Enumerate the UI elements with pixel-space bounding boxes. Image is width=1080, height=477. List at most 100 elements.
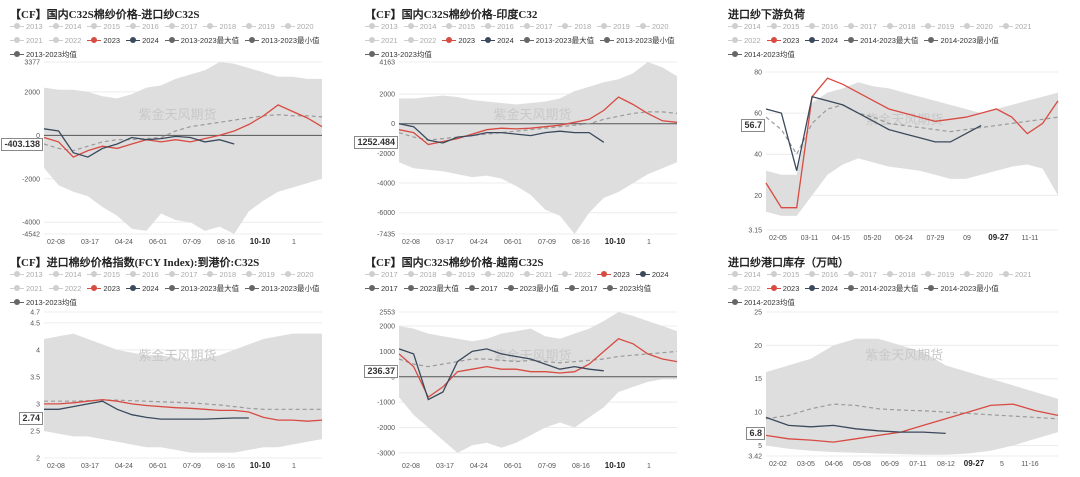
legend-item[interactable]: 2017 xyxy=(365,268,398,282)
legend-marker-icon xyxy=(245,284,260,292)
legend-item[interactable]: 2014-2023均值 xyxy=(728,48,795,62)
legend-item[interactable]: 2020 xyxy=(280,268,314,282)
legend-item[interactable]: 2018 xyxy=(882,20,915,34)
legend-item[interactable]: 2019 xyxy=(921,20,954,34)
legend-item[interactable]: 2020 xyxy=(960,268,993,282)
legend-item[interactable]: 2016 xyxy=(805,268,838,282)
y-tick-label: -2000 xyxy=(22,176,40,183)
legend-item[interactable]: 2013 xyxy=(10,20,43,34)
legend-item[interactable]: 2013-2023最大值 xyxy=(519,34,594,48)
legend-label: 2019 xyxy=(258,22,275,31)
legend-item[interactable]: 2023 xyxy=(597,268,630,282)
legend-item[interactable]: 2013 xyxy=(10,268,43,282)
legend-item[interactable]: 2023 xyxy=(766,282,799,296)
legend-label: 2020 xyxy=(497,270,514,279)
legend-item[interactable]: 2020 xyxy=(481,268,514,282)
legend-item[interactable]: 2017 xyxy=(164,20,197,34)
legend-item[interactable]: 2023最小值 xyxy=(503,282,559,296)
legend-item[interactable]: 2014 xyxy=(728,20,761,34)
legend-item[interactable]: 2022 xyxy=(403,34,436,48)
legend-item[interactable]: 2024 xyxy=(805,34,838,48)
legend-item[interactable]: 2013-2023最小值 xyxy=(245,34,320,48)
legend-item[interactable]: 2017 xyxy=(164,268,197,282)
legend-item[interactable]: 2018 xyxy=(558,20,591,34)
legend-item[interactable]: 2014 xyxy=(728,268,761,282)
legend-label: 2020 xyxy=(296,270,314,279)
legend-item[interactable]: 2017 xyxy=(464,282,498,296)
legend-item[interactable]: 2014 xyxy=(48,268,82,282)
legend-item[interactable]: 2014 xyxy=(403,20,436,34)
legend-item[interactable]: 2013-2023最大值 xyxy=(164,282,239,296)
legend-item[interactable]: 2021 xyxy=(998,20,1032,34)
legend-item[interactable]: 2022 xyxy=(728,282,761,296)
legend-item[interactable]: 2023 xyxy=(442,34,475,48)
legend-item[interactable]: 2015 xyxy=(766,268,799,282)
legend-item[interactable]: 2019 xyxy=(242,268,275,282)
legend-item[interactable]: 2017 xyxy=(844,268,877,282)
legend-item[interactable]: 2024 xyxy=(481,34,514,48)
legend-item[interactable]: 2016 xyxy=(805,20,838,34)
legend-item[interactable]: 2017 xyxy=(365,282,398,296)
legend-item[interactable]: 2016 xyxy=(126,268,159,282)
legend-item[interactable]: 2021 xyxy=(998,268,1032,282)
legend-item[interactable]: 2022 xyxy=(48,282,81,296)
legend-item[interactable]: 2024 xyxy=(126,282,159,296)
legend-item[interactable]: 2021 xyxy=(519,268,552,282)
legend-item[interactable]: 2018 xyxy=(203,268,236,282)
legend-label: 2017 xyxy=(860,22,877,31)
legend-item[interactable]: 2016 xyxy=(126,20,159,34)
legend-item[interactable]: 2024 xyxy=(805,282,838,296)
legend-item[interactable]: 2013-2023最小值 xyxy=(600,34,675,48)
legend-item[interactable]: 2016 xyxy=(481,20,514,34)
legend-item[interactable]: 2023 xyxy=(87,34,120,48)
legend-item[interactable]: 2023 xyxy=(87,282,120,296)
legend-item[interactable]: 2024 xyxy=(635,268,669,282)
legend-item[interactable]: 2015 xyxy=(442,20,475,34)
legend-item[interactable]: 2023 xyxy=(766,34,799,48)
legend-item[interactable]: 2022 xyxy=(728,34,761,48)
legend-item[interactable]: 2013-2023最大值 xyxy=(164,34,239,48)
legend-item[interactable]: 2015 xyxy=(87,268,120,282)
legend-item[interactable]: 2013-2023均值 xyxy=(10,48,77,62)
legend-marker-icon xyxy=(728,298,742,306)
legend-item[interactable]: 2018 xyxy=(403,268,436,282)
legend-item[interactable]: 2019 xyxy=(242,20,275,34)
legend-item[interactable]: 2014-2023最大值 xyxy=(844,34,918,48)
legend-item[interactable]: 2022 xyxy=(48,34,81,48)
legend-label: 2014 xyxy=(64,270,82,279)
legend-item[interactable]: 2019 xyxy=(921,268,954,282)
legend-item[interactable]: 2018 xyxy=(203,20,236,34)
legend-item[interactable]: 2021 xyxy=(10,282,43,296)
legend-item[interactable]: 2015 xyxy=(87,20,120,34)
legend-item[interactable]: 2017 xyxy=(844,20,877,34)
legend-item[interactable]: 2014-2023最小值 xyxy=(924,282,999,296)
legend-item[interactable]: 2018 xyxy=(882,268,915,282)
legend-item[interactable]: 2019 xyxy=(442,268,475,282)
legend-item[interactable]: 2017 xyxy=(519,20,552,34)
legend-item[interactable]: 2014-2023均值 xyxy=(728,296,795,310)
y-tick-label: 3.5 xyxy=(30,374,40,381)
legend-item[interactable]: 2019 xyxy=(597,20,630,34)
legend-item[interactable]: 2017 xyxy=(564,282,598,296)
legend-item[interactable]: 2023均值 xyxy=(603,282,651,296)
legend-item[interactable]: 2020 xyxy=(960,20,993,34)
legend-label: 2017 xyxy=(580,284,598,293)
legend-item[interactable]: 2013-2023最小值 xyxy=(245,282,320,296)
legend-item[interactable]: 2013-2023均值 xyxy=(10,296,77,310)
legend-item[interactable]: 2014 xyxy=(48,20,81,34)
x-tick-label: 07-09 xyxy=(538,463,556,470)
y-tick-label: 2000 xyxy=(24,89,40,96)
legend-item[interactable]: 2014-2023最大值 xyxy=(844,282,918,296)
legend-marker-icon xyxy=(481,270,496,278)
legend-item[interactable]: 2021 xyxy=(365,34,398,48)
legend-item[interactable]: 2022 xyxy=(558,268,591,282)
legend-item[interactable]: 2020 xyxy=(635,20,669,34)
legend-item[interactable]: 2024 xyxy=(126,34,159,48)
legend-item[interactable]: 2020 xyxy=(280,20,314,34)
legend-item[interactable]: 2013-2023均值 xyxy=(365,48,432,62)
legend-item[interactable]: 2013 xyxy=(365,20,398,34)
legend-item[interactable]: 2023最大值 xyxy=(403,282,459,296)
legend-item[interactable]: 2014-2023最小值 xyxy=(924,34,999,48)
legend-item[interactable]: 2021 xyxy=(10,34,43,48)
legend-item[interactable]: 2015 xyxy=(766,20,799,34)
